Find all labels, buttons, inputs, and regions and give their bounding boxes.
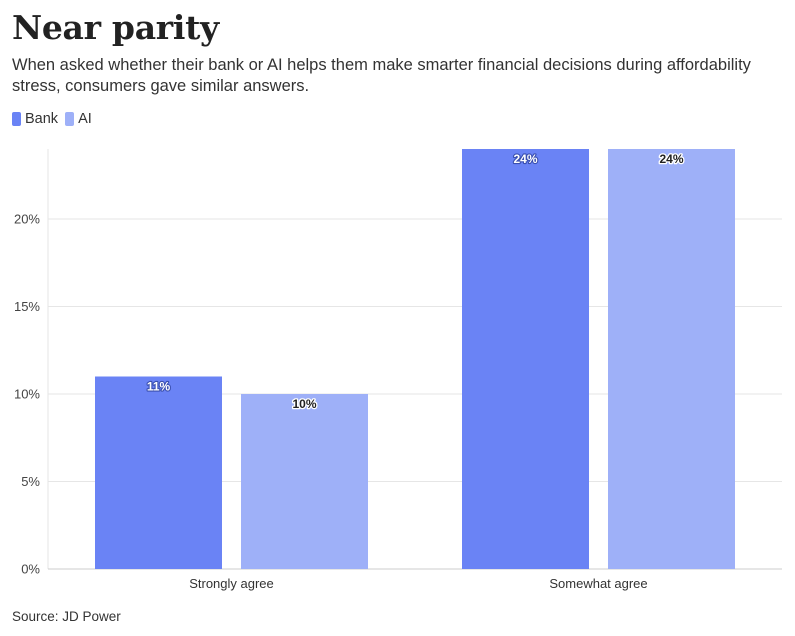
data-label: 10% xyxy=(292,397,316,411)
source-note: Source: JD Power xyxy=(12,609,121,624)
x-tick-label: Strongly agree xyxy=(189,576,274,591)
x-tick-label: Somewhat agree xyxy=(549,576,647,591)
y-tick-label: 5% xyxy=(21,474,40,489)
bar-ai-0 xyxy=(241,394,368,569)
y-tick-label: 20% xyxy=(14,212,40,227)
legend-swatch-bank xyxy=(12,112,21,126)
chart-title: Near parity xyxy=(12,8,219,47)
legend-item-ai[interactable]: AI xyxy=(65,111,92,127)
bar-bank-1 xyxy=(462,149,589,569)
legend: Bank AI xyxy=(12,111,99,127)
legend-swatch-ai xyxy=(65,112,75,126)
bar-ai-1 xyxy=(608,149,735,569)
legend-item-bank[interactable]: Bank xyxy=(12,111,58,127)
y-tick-label: 0% xyxy=(21,562,40,577)
data-label: 24% xyxy=(513,152,537,166)
y-tick-label: 10% xyxy=(14,387,40,402)
legend-label-ai: AI xyxy=(78,111,92,127)
legend-label-bank: Bank xyxy=(25,111,59,127)
bar-bank-0 xyxy=(95,376,222,569)
chart-subtitle: When asked whether their bank or AI help… xyxy=(12,56,751,95)
data-label: 11% xyxy=(147,380,171,394)
data-label: 24% xyxy=(659,152,683,166)
y-tick-label: 15% xyxy=(14,299,40,314)
